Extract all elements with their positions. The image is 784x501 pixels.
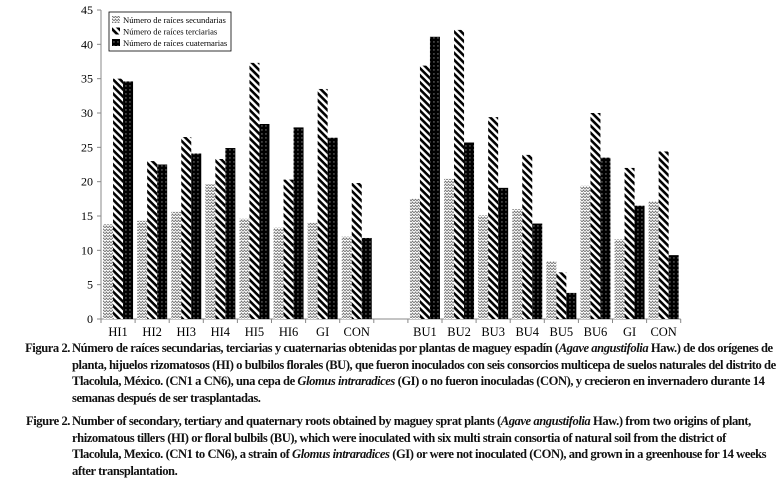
x-tick-label: BU1 xyxy=(413,325,437,339)
legend-box xyxy=(108,11,232,52)
bar-hi3-series-2 xyxy=(181,137,192,319)
caption-italic-text: Agave angustifolia xyxy=(500,414,591,428)
bar-bu4-series-1 xyxy=(512,209,523,319)
bar-hi4-series-2 xyxy=(215,159,226,319)
caption-text-segment: Number of secondary, tertiary and quater… xyxy=(72,414,501,428)
x-tick-label: GI xyxy=(623,325,636,339)
x-tick-label: BU2 xyxy=(447,325,471,339)
caption-english: Figure 2. Number of secondary, tertiary … xyxy=(0,413,784,479)
legend-swatch xyxy=(112,39,120,46)
caption-italic-text: Agave angustifolia xyxy=(558,341,649,355)
y-tick-label: 15 xyxy=(81,209,93,223)
bar-hi6-series-1 xyxy=(273,227,284,319)
y-tick-label: 40 xyxy=(81,37,93,51)
x-tick-label: HI3 xyxy=(177,325,196,339)
bar-hi1-series-2 xyxy=(113,78,124,320)
x-tick-label: BU4 xyxy=(515,325,539,339)
y-tick-label: 10 xyxy=(81,243,93,257)
bar-bu4-series-2 xyxy=(522,154,533,319)
bar-hi1-series-1 xyxy=(103,224,114,319)
bar-gi-series-1 xyxy=(307,222,318,319)
bar-hi5-series-2 xyxy=(249,62,260,320)
bar-bu1-series-3 xyxy=(429,36,440,319)
bar-bu2-series-1 xyxy=(444,178,455,319)
caption-text: Number of secondary, tertiary and quater… xyxy=(72,413,777,479)
bar-con-series-1 xyxy=(648,201,659,319)
y-tick-label: 25 xyxy=(81,140,93,154)
bar-bu6-series-3 xyxy=(600,157,611,319)
x-tick-label: HI4 xyxy=(211,325,231,339)
bar-bu6-series-2 xyxy=(590,113,601,319)
caption-text-segment: Número de raíces secundarias, terciarias… xyxy=(72,341,559,355)
legend-label: Número de raíces terciarias xyxy=(123,27,218,37)
bar-bu5-series-2 xyxy=(556,272,567,319)
y-tick-label: 45 xyxy=(81,3,93,17)
bar-bu5-series-1 xyxy=(546,261,557,319)
bar-gi-series-2 xyxy=(317,88,328,319)
bar-gi-series-3 xyxy=(327,137,338,319)
legend-label: Número de raíces cuaternarias xyxy=(123,38,228,48)
legend-label: Número de raíces secundarias xyxy=(123,15,226,25)
bar-hi1-series-3 xyxy=(123,81,134,319)
x-tick-label: BU5 xyxy=(550,325,574,339)
caption-label: Figura 2. xyxy=(25,341,70,355)
bar-con-series-2 xyxy=(658,151,669,319)
legend-swatch xyxy=(112,16,120,23)
bar-gi-series-3 xyxy=(634,205,645,319)
caption-spanish: Figura 2. Número de raíces secundarias, … xyxy=(0,340,784,406)
bar-hi6-series-2 xyxy=(283,179,294,319)
bar-con-series-3 xyxy=(668,255,679,319)
x-tick-label: CON xyxy=(344,325,370,339)
caption-text-segment: Haw.) from two origins of plant, rhizoma… xyxy=(72,414,751,462)
x-tick-label: HI2 xyxy=(142,325,161,339)
bar-bu3-series-3 xyxy=(498,187,509,319)
bar-bu1-series-2 xyxy=(419,65,430,320)
bar-hi3-series-3 xyxy=(191,153,202,319)
bar-bu4-series-3 xyxy=(532,223,543,319)
bar-chart: 0 5 10 15 20 25 30 35 40 45 HI1 HI2 HI3 HI4 HI5 HI6 GI CO… xyxy=(81,3,682,339)
bar-bu6-series-1 xyxy=(580,185,591,319)
y-tick-label: 0 xyxy=(87,312,93,326)
bar-bu2-series-2 xyxy=(454,29,465,320)
bar-hi5-series-3 xyxy=(259,123,270,319)
caption-text-segment: (GI) or were not inoculated (CON), and g… xyxy=(72,447,767,478)
y-tick-label: 35 xyxy=(81,72,93,86)
legend-swatch xyxy=(112,27,120,35)
bar-hi4-series-3 xyxy=(225,148,236,319)
x-tick-label: GI xyxy=(316,325,329,339)
bar-hi5-series-1 xyxy=(239,218,250,319)
y-tick-label: 5 xyxy=(87,278,93,292)
x-tick-label: BU3 xyxy=(481,325,505,339)
caption-italic-text: Glomus intraradices xyxy=(292,447,390,462)
bar-bu3-series-1 xyxy=(478,215,489,319)
bar-bu3-series-2 xyxy=(488,117,499,320)
y-tick-label: 30 xyxy=(81,106,93,120)
bar-bu5-series-3 xyxy=(566,292,577,319)
bar-bu1-series-1 xyxy=(409,198,420,319)
bar-hi3-series-1 xyxy=(171,211,182,319)
bar-hi2-series-2 xyxy=(147,161,158,319)
x-tick-label: HI1 xyxy=(108,325,127,339)
x-tick-label: HI5 xyxy=(245,325,264,339)
bar-gi-series-1 xyxy=(614,239,625,319)
bar-bu2-series-3 xyxy=(464,142,475,319)
caption-label: Figure 2. xyxy=(26,414,70,428)
bar-con-series-3 xyxy=(361,237,372,319)
caption-italic-text: Glomus intraradices xyxy=(297,374,395,389)
caption-text-segment: (GI) o no fueron inoculadas (CON), y cre… xyxy=(72,374,765,405)
bar-hi6-series-3 xyxy=(293,127,304,319)
x-tick-label: HI6 xyxy=(279,325,298,339)
caption-text: Número de raíces secundarias, terciarias… xyxy=(72,340,777,406)
bar-con-series-2 xyxy=(351,183,362,319)
x-tick-label: CON xyxy=(650,325,676,339)
bar-hi4-series-1 xyxy=(205,184,216,319)
bar-gi-series-2 xyxy=(624,167,635,319)
bar-hi2-series-3 xyxy=(157,164,168,319)
x-tick-label: BU6 xyxy=(584,325,608,339)
bar-con-series-1 xyxy=(341,236,352,319)
y-tick-label: 20 xyxy=(81,175,93,189)
caption-text-segment: Haw.) de dos orígenes de planta, hijuelo… xyxy=(72,341,776,389)
bar-hi2-series-1 xyxy=(137,220,148,319)
